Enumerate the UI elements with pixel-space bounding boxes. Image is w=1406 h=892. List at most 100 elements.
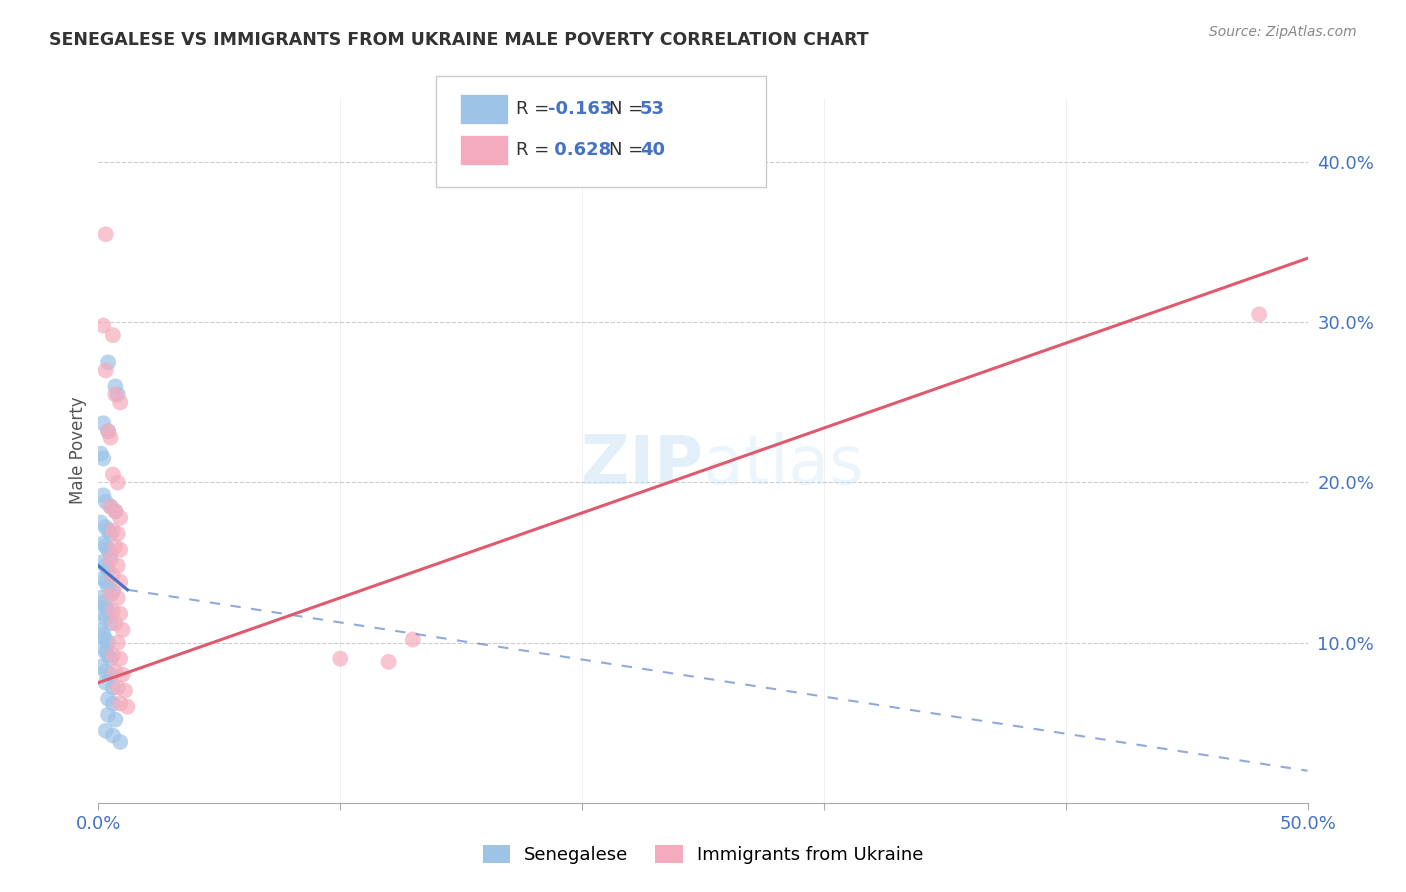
Point <box>94 520 117 534</box>
Point <box>104 665 127 679</box>
Point <box>97 564 120 578</box>
Point <box>104 616 127 631</box>
Point <box>94 363 117 377</box>
Point <box>101 697 124 711</box>
Point <box>94 675 117 690</box>
Point <box>97 648 120 663</box>
Point <box>94 494 117 508</box>
Point <box>91 451 114 466</box>
Text: SENEGALESE VS IMMIGRANTS FROM UKRAINE MALE POVERTY CORRELATION CHART: SENEGALESE VS IMMIGRANTS FROM UKRAINE MA… <box>49 31 869 49</box>
Point <box>107 635 129 649</box>
Point <box>100 651 122 665</box>
Point <box>101 648 124 663</box>
Point <box>117 699 139 714</box>
Point <box>94 645 117 659</box>
Point <box>94 558 117 573</box>
Y-axis label: Male Poverty: Male Poverty <box>69 397 87 504</box>
Point <box>104 504 127 518</box>
Point <box>97 524 120 538</box>
Point <box>100 667 122 681</box>
Text: R =: R = <box>516 100 555 118</box>
Point <box>90 659 112 673</box>
Point <box>114 683 136 698</box>
Point <box>94 632 117 647</box>
Point <box>104 504 127 518</box>
Text: atlas: atlas <box>703 432 863 498</box>
Text: N =: N = <box>609 141 648 159</box>
Point <box>101 568 124 582</box>
Point <box>90 516 112 530</box>
Point <box>108 542 131 557</box>
Point <box>100 500 122 514</box>
Point <box>97 424 120 438</box>
Text: 40: 40 <box>640 141 665 159</box>
Point <box>107 387 129 401</box>
Point <box>107 591 129 605</box>
Point <box>97 580 120 594</box>
Point <box>377 655 399 669</box>
Point <box>108 510 131 524</box>
Point <box>90 623 112 637</box>
Point <box>107 475 129 490</box>
Point <box>108 574 131 589</box>
Point <box>90 447 112 461</box>
Point <box>91 488 114 502</box>
Text: Source: ZipAtlas.com: Source: ZipAtlas.com <box>1209 25 1357 39</box>
Point <box>101 681 124 695</box>
Point <box>94 665 117 679</box>
Point <box>94 540 117 554</box>
Point <box>101 604 124 618</box>
Point <box>111 623 134 637</box>
Point <box>100 616 122 631</box>
Point <box>91 536 114 550</box>
Point <box>97 542 120 557</box>
Point <box>402 632 425 647</box>
Point <box>101 467 124 482</box>
Point <box>104 540 127 554</box>
Point <box>329 651 352 665</box>
Point <box>100 548 122 562</box>
Point <box>94 227 117 242</box>
Point <box>94 612 117 626</box>
Point <box>91 627 114 641</box>
Point <box>100 526 122 541</box>
Point <box>97 424 120 438</box>
Point <box>91 607 114 621</box>
Point <box>101 524 124 538</box>
Point <box>91 572 114 586</box>
Point <box>97 707 120 722</box>
Point <box>101 584 124 599</box>
Point <box>1249 307 1271 321</box>
Point <box>100 588 122 602</box>
Point <box>97 635 120 649</box>
Text: 0.628: 0.628 <box>548 141 612 159</box>
Legend: Senegalese, Immigrants from Ukraine: Senegalese, Immigrants from Ukraine <box>475 838 931 871</box>
Point <box>107 681 129 695</box>
Point <box>104 387 127 401</box>
Point <box>108 607 131 621</box>
Point <box>104 713 127 727</box>
Point <box>90 591 112 605</box>
Point <box>100 500 122 514</box>
Point <box>100 552 122 566</box>
Point <box>108 395 131 409</box>
Point <box>91 596 114 610</box>
Point <box>108 651 131 665</box>
Point <box>97 355 120 369</box>
Point <box>107 526 129 541</box>
Point <box>94 723 117 738</box>
Text: R =: R = <box>516 141 555 159</box>
Point <box>91 318 114 333</box>
Point <box>97 604 120 618</box>
Point <box>108 735 131 749</box>
Point <box>108 697 131 711</box>
Text: 53: 53 <box>640 100 665 118</box>
Text: -0.163: -0.163 <box>548 100 613 118</box>
Point <box>94 574 117 589</box>
Point <box>97 691 120 706</box>
Point <box>90 556 112 570</box>
Point <box>101 328 124 343</box>
Point <box>101 729 124 743</box>
Point <box>107 558 129 573</box>
Point <box>100 431 122 445</box>
